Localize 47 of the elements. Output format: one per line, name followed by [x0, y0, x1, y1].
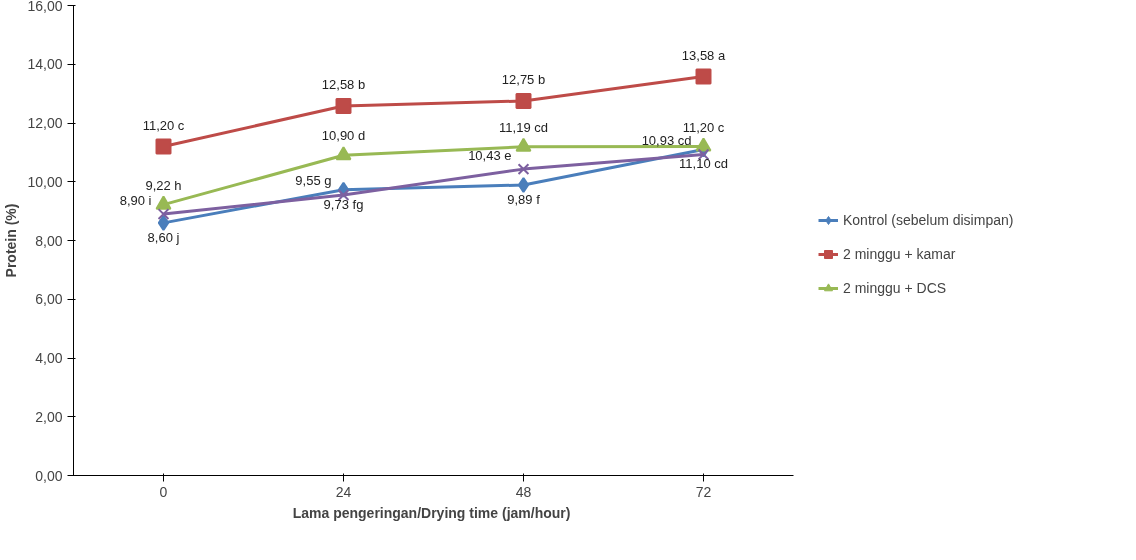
x-tick-label: 72 — [695, 483, 712, 500]
data-label: 10,43 e — [468, 147, 512, 163]
point — [335, 97, 352, 114]
point — [155, 138, 172, 155]
legend-label: Kontrol (sebelum disimpan) — [843, 211, 1014, 228]
y-tick-label: 10,00 — [27, 173, 63, 190]
data-label: 11,20 c — [142, 117, 185, 133]
data-label: 9,55 g — [295, 173, 332, 189]
data-label: 12,58 b — [321, 76, 366, 92]
data-label: 11,19 cd — [499, 119, 548, 135]
point — [515, 137, 532, 152]
point — [695, 137, 712, 152]
data-label: 11,20 c — [682, 119, 725, 135]
data-label: 13,58 a — [681, 47, 726, 63]
x-tick-label: 24 — [335, 483, 352, 500]
y-tick-label: 0,00 — [35, 467, 63, 484]
data-label: 8,60 j — [147, 229, 180, 245]
y-tick-label: 4,00 — [35, 350, 63, 366]
point — [517, 163, 530, 176]
legend-label: 2 minggu + DCS — [843, 279, 947, 296]
y-tick-label: 12,00 — [27, 115, 63, 131]
y-tick-label: 6,00 — [35, 291, 63, 308]
point — [515, 92, 532, 109]
data-label: 9,22 h — [145, 177, 182, 193]
x-tick-label: 0 — [159, 483, 168, 500]
point — [337, 189, 350, 201]
point — [517, 176, 530, 193]
data-label: 8,90 i — [119, 192, 152, 208]
point — [155, 195, 172, 210]
legend-label: 2 minggu + kamar — [843, 245, 956, 262]
data-label: 9,73 fg — [323, 196, 364, 212]
data-label: 9,89 f — [507, 191, 541, 207]
y-tick-label: 8,00 — [35, 232, 63, 249]
point — [157, 208, 170, 221]
y-tick-label: 2,00 — [35, 408, 63, 425]
y-axis-title: Protein (%) — [3, 203, 20, 278]
data-label: 12,75 b — [501, 71, 546, 87]
data-label: 10,90 d — [321, 128, 366, 144]
x-tick-label: 48 — [515, 483, 532, 500]
point — [157, 214, 170, 231]
y-tick-label: 16,00 — [27, 0, 63, 14]
point — [695, 68, 712, 85]
x-axis-title: Lama pengeringan/Drying time (jam/hour) — [292, 504, 571, 521]
data-label: 10,93 cd — [641, 132, 692, 148]
y-tick-label: 14,00 — [27, 56, 63, 73]
point — [335, 146, 352, 161]
data-label: 11,10 cd — [679, 156, 728, 172]
